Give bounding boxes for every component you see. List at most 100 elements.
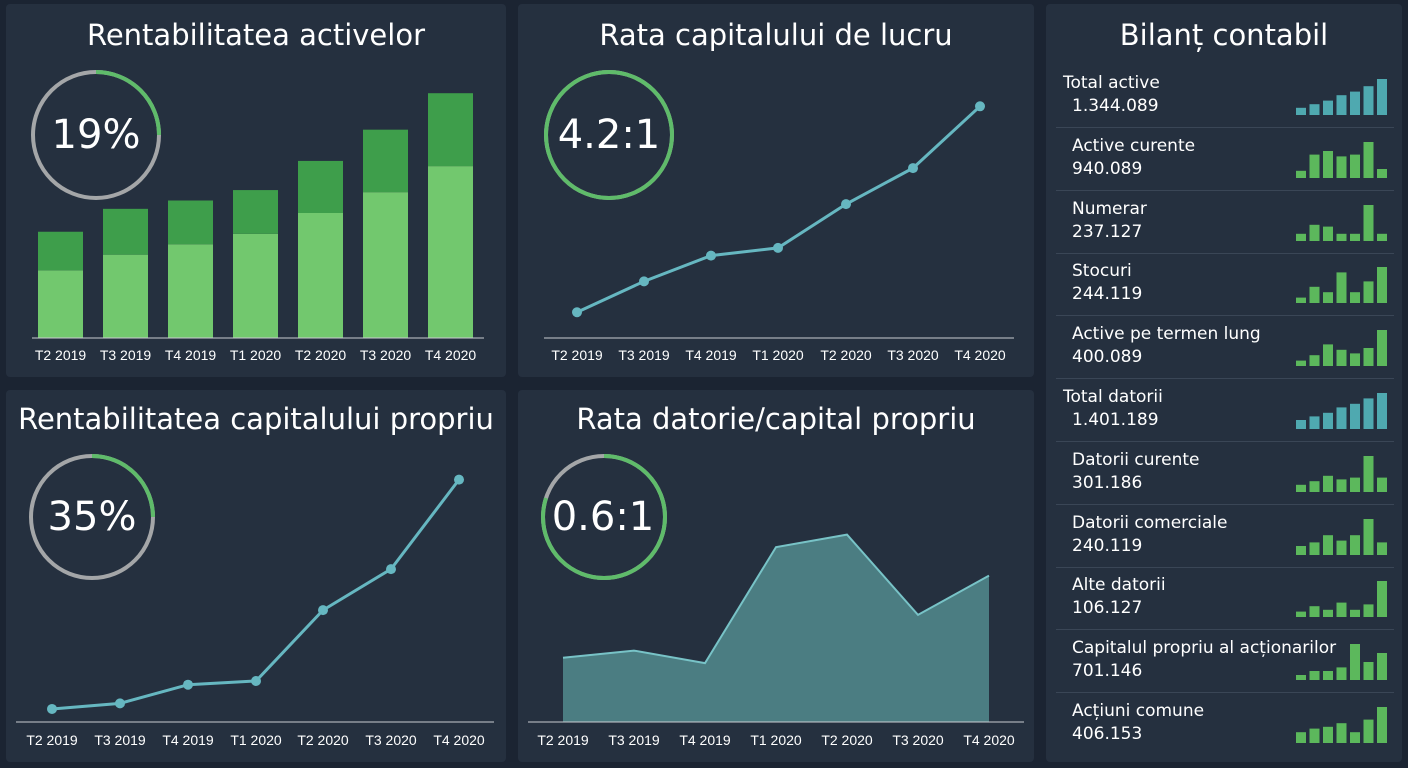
sparkline-bar (1336, 667, 1347, 681)
der-line (562, 533, 990, 665)
sparkline-bar (1309, 671, 1320, 681)
balance-row: Capitalul propriu al acționarilor 701.146 (1056, 630, 1394, 694)
roa-bar-top (103, 208, 148, 255)
der-area (563, 534, 989, 722)
balance-row-sparkline (1296, 707, 1387, 743)
der-x-tick: T2 2020 (821, 732, 873, 748)
sparkline-bar (1309, 287, 1320, 304)
roa-ring-progress (31, 70, 161, 200)
sparkline-bar (1296, 484, 1306, 492)
sparkline-bar (1323, 726, 1333, 743)
roe-x-tick: T3 2020 (365, 732, 417, 748)
roe-ring-progress (29, 454, 155, 580)
der-x-tick: T1 2020 (750, 732, 802, 748)
balance-row-label: Capitalul propriu al acționarilor (1072, 638, 1337, 659)
balance-row-sparkline (1296, 581, 1387, 618)
sparkline-bar (1377, 79, 1387, 115)
balance-row-sparkline (1296, 644, 1387, 681)
sparkline-bar (1336, 540, 1347, 555)
roe-title: Rentabilitatea capitalului propriu (18, 402, 494, 436)
balance-row-value: 1.401.189 (1072, 410, 1159, 430)
sparkline-bar (1309, 480, 1320, 492)
sparkline-bar (1296, 611, 1306, 618)
sparkline-bar (1377, 541, 1387, 555)
sparkline-bar (1350, 292, 1360, 304)
wcr-x-tick: T4 2020 (954, 347, 1006, 363)
balance-row: Datorii comerciale 240.119 (1056, 505, 1394, 568)
sparkline-bar (1296, 297, 1306, 304)
balance-row-value: 106.127 (1072, 598, 1143, 619)
balance-row-value: 406.153 (1072, 724, 1143, 744)
roa-x-tick: T3 2020 (360, 347, 412, 363)
der-x-tick: T4 2019 (679, 732, 731, 748)
balance-row-label: Active curente (1072, 135, 1196, 156)
sparkline-bar (1296, 360, 1306, 367)
balance-row: Datorii curente 301.186 (1056, 442, 1394, 505)
sparkline-bar (1350, 644, 1360, 681)
sparkline-bar (1323, 344, 1333, 367)
roa-x-tick: T2 2019 (35, 347, 87, 363)
roa-x-tick: T1 2020 (230, 347, 282, 363)
wcr-x-tick: T4 2019 (685, 347, 737, 363)
roa-bar-top (168, 200, 213, 245)
roe-x-tick: T4 2020 (433, 732, 485, 748)
wcr-chart: T2 2019 T3 2019 T4 2019 T1 2020 T2 2020 T3 20… (544, 70, 1014, 363)
sparkline-bar (1336, 479, 1347, 492)
sparkline-bar (1323, 100, 1333, 115)
sparkline-bar (1296, 420, 1306, 429)
wcr-point (841, 199, 851, 210)
roe-point (115, 698, 125, 709)
der-x-tick: T3 2019 (608, 732, 660, 748)
sparkline-bar (1309, 224, 1320, 241)
sparkline-bar (1323, 226, 1333, 241)
wcr-point (773, 242, 783, 253)
sparkline-bar (1336, 233, 1347, 241)
balance-title: Bilanț contabil (1119, 18, 1329, 52)
balance-row-value: 240.119 (1072, 535, 1143, 556)
balance-row: Total active 1.344.089 (1056, 65, 1394, 128)
sparkline-bar (1363, 719, 1374, 743)
roe-x-tick: T4 2019 (162, 732, 214, 748)
sparkline-bar (1363, 204, 1374, 241)
wcr-ring-progress (544, 70, 674, 200)
der-kpi-value: 0.6:1 (551, 494, 655, 540)
sparkline-bar (1363, 86, 1374, 115)
roa-bar-top (363, 129, 408, 193)
wcr-point (706, 250, 716, 261)
roa-kpi-value: 19% (51, 112, 141, 158)
sparkline-bar (1309, 154, 1320, 178)
balance-panel: Bilanț contabil Total active 1.344.089 Act… (1046, 4, 1402, 762)
sparkline-bar (1363, 141, 1374, 178)
sparkline-bar (1377, 653, 1387, 681)
sparkline-bar (1363, 455, 1374, 492)
sparkline-bar (1309, 355, 1320, 367)
balance-row-value: 301.186 (1072, 472, 1143, 493)
balance-row-label: Datorii comerciale (1072, 512, 1228, 533)
roe-panel: Rentabilitatea capitalului propriu T2 20… (6, 390, 506, 762)
sparkline-bar (1350, 534, 1360, 555)
sparkline-bar (1350, 154, 1360, 178)
roa-bar-top (298, 160, 343, 213)
roa-bar-base (233, 233, 278, 338)
wcr-kpi-value: 4.2:1 (557, 112, 661, 158)
balance-row-sparkline (1296, 141, 1387, 178)
balance-row-label: Datorii curente (1072, 449, 1200, 470)
roa-bar-base (168, 244, 213, 338)
roe-x-tick: T2 2020 (297, 732, 349, 748)
sparkline-bar (1363, 281, 1374, 304)
sparkline-bar (1309, 416, 1320, 429)
wcr-title: Rata capitalului de lucru (599, 18, 953, 52)
balance-row-value: 244.119 (1072, 284, 1143, 305)
sparkline-bar (1323, 412, 1333, 429)
sparkline-bar (1336, 272, 1347, 304)
balance-row: Active curente 940.089 (1056, 128, 1394, 191)
sparkline-bar (1323, 475, 1333, 492)
sparkline-bar (1336, 349, 1347, 367)
balance-row-sparkline (1296, 79, 1387, 115)
balance-row-label: Total datorii (1063, 387, 1163, 407)
roe-x-tick: T2 2019 (26, 732, 78, 748)
balance-row-label: Alte datorii (1072, 575, 1166, 596)
sparkline-bar (1377, 233, 1387, 241)
der-chart: T2 2019 T3 2019 T4 2019 T1 2020 T2 2020 T3 20… (528, 454, 1024, 748)
roa-x-tick: T3 2019 (100, 347, 152, 363)
